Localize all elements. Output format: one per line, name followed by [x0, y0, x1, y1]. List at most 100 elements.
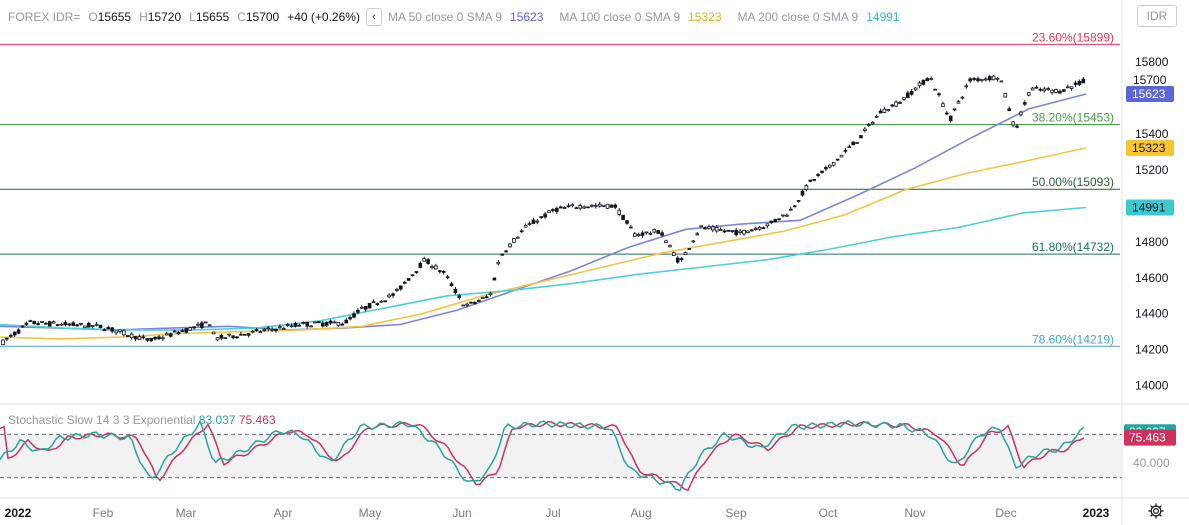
candle-down: [340, 323, 345, 326]
candle-up: [984, 78, 988, 81]
price-tick: 14200: [1135, 343, 1169, 357]
candle-up: [1065, 86, 1070, 89]
candle-up: [79, 323, 83, 325]
stochastic-d-value: 75.463: [238, 413, 276, 427]
candle-down: [976, 78, 980, 82]
currency-selector[interactable]: IDR: [1137, 5, 1177, 27]
candle-up: [1042, 88, 1047, 92]
candle-up: [1030, 87, 1035, 91]
gear-icon[interactable]: [1147, 502, 1165, 520]
last-price-label: 15700: [1133, 73, 1167, 87]
candle-up: [999, 80, 1004, 83]
stochastic-k-value: 83.037: [198, 413, 236, 427]
candle-down: [445, 276, 450, 279]
candle-down: [843, 149, 848, 152]
change-value: +40 (+0.26%): [287, 10, 360, 24]
candle-down: [398, 285, 403, 290]
candle-up: [516, 236, 520, 239]
candle-down: [352, 313, 356, 318]
candle-down: [952, 108, 957, 111]
ma200-label[interactable]: MA 200 close 0 SMA 9: [737, 10, 859, 24]
ma100-label[interactable]: MA 100 close 0 SMA 9: [559, 10, 681, 24]
candle-down: [531, 219, 536, 224]
price-tick: 14000: [1135, 379, 1169, 393]
candle-up: [683, 252, 688, 256]
candle-up: [83, 325, 87, 329]
candle-down: [426, 259, 430, 264]
symbol-label[interactable]: FOREX IDR=: [8, 10, 81, 24]
candle-down: [1023, 102, 1027, 105]
candle-up: [765, 223, 770, 227]
candle-up: [718, 229, 723, 231]
ma-line: [0, 147, 1087, 340]
candle-down: [246, 333, 251, 336]
candle-up: [1046, 88, 1051, 90]
candle-up: [668, 245, 672, 248]
candle-down: [898, 102, 902, 104]
candle-up: [114, 330, 118, 334]
candle-up: [313, 321, 317, 324]
price-tick: 14400: [1135, 307, 1169, 321]
candle-up: [753, 228, 758, 230]
fib-label: 38.20%(15453): [1032, 111, 1114, 125]
candle-down: [457, 295, 462, 298]
candle-up: [781, 214, 785, 217]
candle-down: [925, 78, 930, 82]
candle-up: [648, 232, 653, 235]
ma50-value: 15623: [510, 10, 544, 24]
candle-down: [12, 331, 17, 336]
candle-down: [301, 321, 306, 324]
candle-up: [203, 321, 208, 324]
candle-up: [714, 227, 719, 232]
candle-down: [909, 90, 914, 95]
time-tick: Mar: [176, 506, 197, 520]
candle-up: [855, 142, 859, 144]
candle-down: [1007, 108, 1011, 112]
candle-down: [789, 208, 793, 211]
candle-down: [145, 338, 150, 341]
time-tick: 2023: [1083, 506, 1110, 520]
candle-down: [726, 229, 731, 232]
candle-up: [839, 154, 844, 158]
candle-up: [874, 115, 879, 118]
candle-up: [699, 225, 703, 228]
ma50-price-tag: 15623: [1132, 87, 1166, 101]
candle-down: [1034, 86, 1039, 89]
candle-down: [20, 325, 25, 328]
candle-up: [172, 330, 177, 333]
candle-down: [153, 336, 157, 340]
ma50-label[interactable]: MA 50 close 0 SMA 9: [387, 10, 503, 24]
candle-up: [933, 88, 937, 91]
candle-down: [972, 78, 976, 80]
stochastic-label[interactable]: Stochastic Slow 14 3 3 Exponential: [8, 413, 196, 427]
stochastic-legend: Stochastic Slow 14 3 3 Exponential 83.03…: [8, 413, 276, 427]
candle-down: [808, 179, 813, 182]
candle-up: [652, 229, 657, 233]
candle-down: [987, 76, 992, 81]
candle-up: [359, 306, 364, 309]
candle-up: [757, 226, 762, 230]
candle-down: [24, 322, 29, 325]
fib-label: 61.80%(14732): [1032, 240, 1114, 254]
time-axis: 2022 Feb Mar Apr May Jun Jul Aug Sep Oct Nov Dec 202…: [5, 506, 1110, 520]
stochastic-d-tag: 75.463: [1129, 431, 1166, 445]
candle-down: [543, 213, 547, 218]
candle-up: [617, 209, 621, 215]
candle-up: [465, 303, 469, 306]
candle-down: [367, 303, 372, 309]
low-value: 15655: [195, 10, 230, 24]
candle-down: [410, 274, 415, 277]
candle-up: [1054, 89, 1058, 93]
chevron-left-icon[interactable]: ‹: [365, 8, 382, 26]
candle-down: [231, 335, 235, 339]
candle-up: [960, 96, 965, 99]
ma200-price-tag-bg: [1126, 199, 1174, 216]
candle-up: [223, 337, 228, 339]
candle-down: [730, 230, 735, 232]
candle-up: [1069, 86, 1074, 89]
candle-down: [492, 277, 497, 281]
candle-up: [1003, 92, 1008, 98]
candle-down: [235, 336, 239, 339]
candle-down: [1081, 78, 1086, 84]
